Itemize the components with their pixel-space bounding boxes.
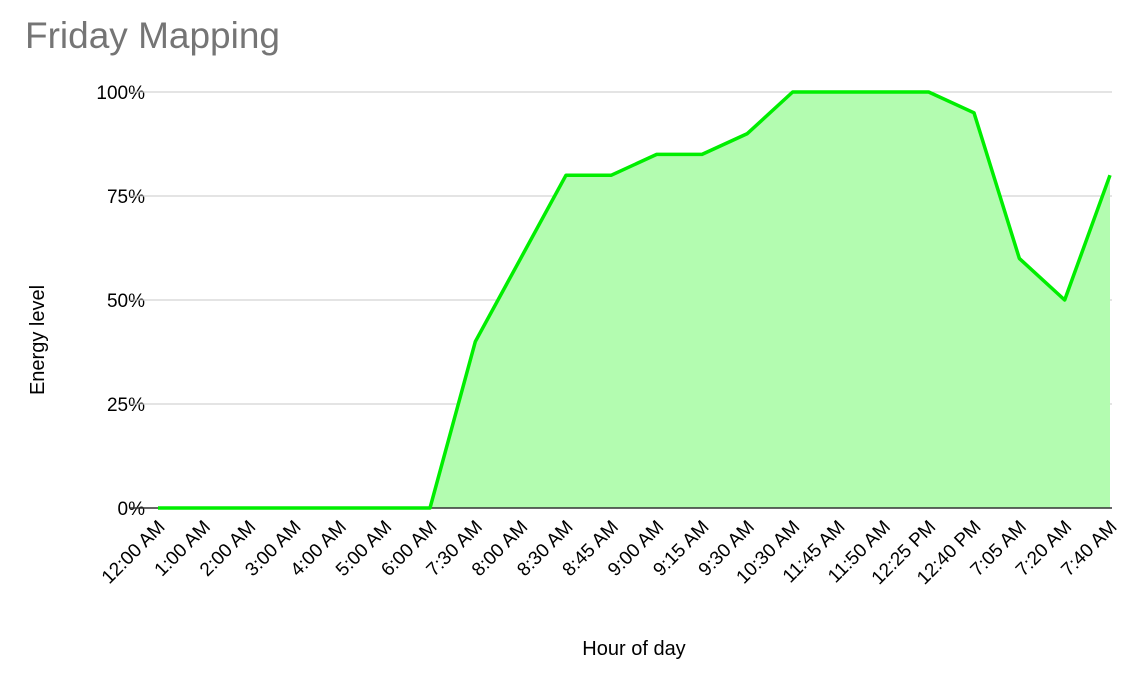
y-tick-label: 100% <box>96 83 145 104</box>
area-fill <box>158 92 1110 508</box>
x-axis-title: Hour of day <box>582 638 685 660</box>
y-tick-label: 0% <box>118 499 146 520</box>
y-tick-label: 25% <box>107 395 145 416</box>
y-axis-title: Energy level <box>27 285 49 395</box>
y-tick-label: 75% <box>107 187 145 208</box>
chart-title: Friday Mapping <box>25 15 280 56</box>
area-line <box>158 90 1112 510</box>
x-tick-label: 12:00 AM <box>98 517 170 589</box>
y-tick-label: 50% <box>107 291 145 312</box>
